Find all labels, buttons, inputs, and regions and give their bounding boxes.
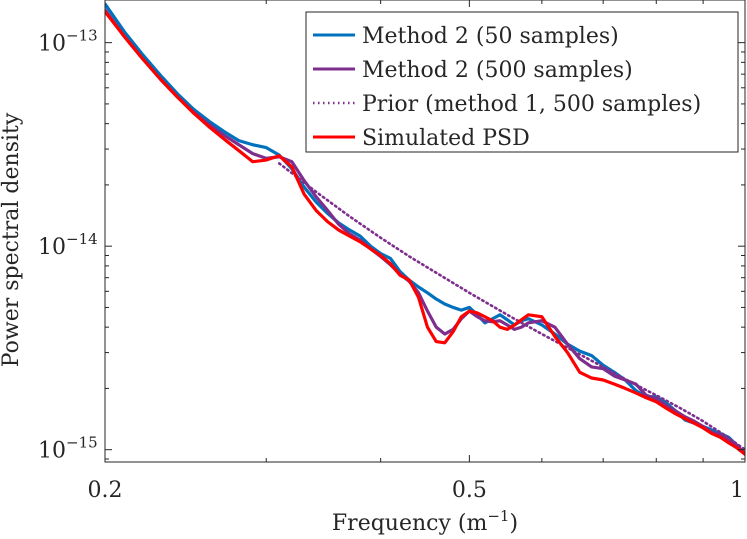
axes-box	[104, 0, 746, 463]
y-tick-exponent: −13	[66, 27, 98, 45]
x-axis-title-tail: )	[509, 511, 518, 536]
y-tick-label: 10−14	[38, 230, 98, 260]
legend-label: Prior (method 1, 500 samples)	[362, 92, 701, 117]
x-axis-title-exponent: −1	[487, 507, 509, 525]
legend-label: Method 2 (50 samples)	[362, 24, 619, 49]
x-axis-title-main: Frequency (m	[332, 511, 488, 536]
legend-label: Method 2 (500 samples)	[362, 58, 633, 83]
legend: Method 2 (50 samples) Method 2 (500 sampl…	[305, 11, 739, 153]
x-axis-title: Frequency (m−1)	[332, 507, 518, 536]
series-line-3	[105, 10, 745, 456]
y-tick-exponent: −14	[66, 230, 98, 248]
y-tick-exponent: −15	[66, 434, 98, 452]
series-line-0	[105, 2, 745, 456]
legend-box	[305, 11, 739, 153]
x-tick-label: 1	[730, 478, 744, 503]
y-tick-base: 10	[38, 32, 66, 57]
x-tick-label: 0.5	[452, 478, 487, 503]
legend-label: Simulated PSD	[362, 126, 530, 151]
series-line-2	[277, 162, 745, 451]
y-tick-base: 10	[38, 439, 66, 464]
series-layer	[105, 2, 745, 456]
y-tick-base: 10	[38, 235, 66, 260]
y-tick-label: 10−13	[38, 27, 98, 57]
y-tick-label: 10−15	[38, 434, 98, 464]
y-axis-title: Power spectral density	[0, 112, 24, 367]
x-tick-label: 0.2	[88, 478, 123, 503]
